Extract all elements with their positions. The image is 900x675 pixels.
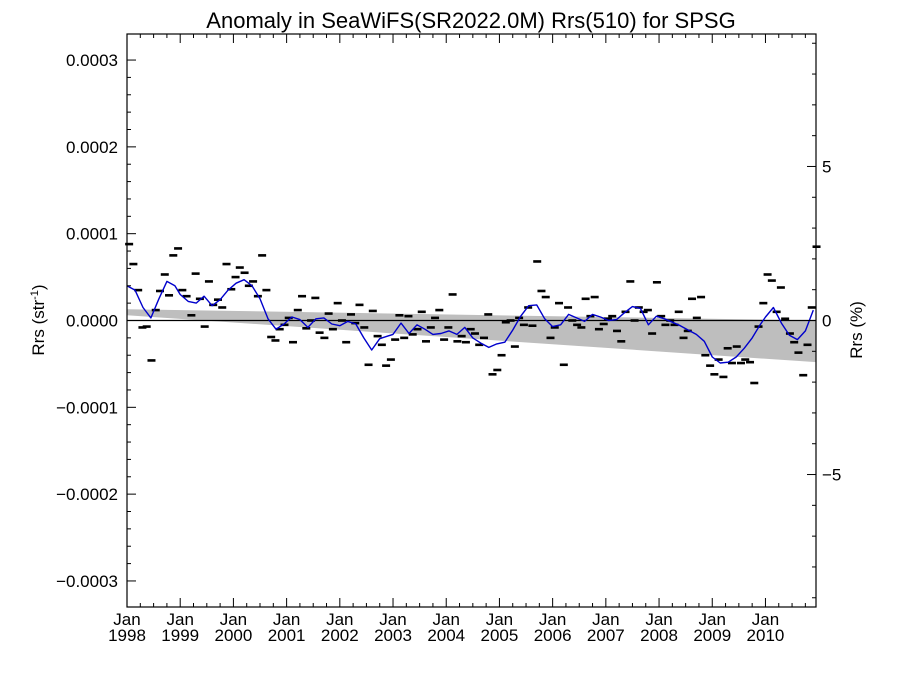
x-tick-year: 2010 bbox=[747, 626, 785, 645]
y-tick-label: −0.0003 bbox=[56, 572, 118, 591]
x-tick-month: Jan bbox=[220, 610, 247, 629]
y-tick-label: −0.0001 bbox=[56, 398, 118, 417]
x-tick-month: Jan bbox=[379, 610, 406, 629]
x-tick-year: 1998 bbox=[108, 626, 146, 645]
x-tick-month: Jan bbox=[752, 610, 779, 629]
x-tick-year: 2001 bbox=[268, 626, 306, 645]
y-axis-label-sup: -1 bbox=[29, 290, 41, 300]
x-tick-year: 2002 bbox=[321, 626, 359, 645]
x-tick-month: Jan bbox=[326, 610, 353, 629]
y-axis-label: Rrs (str-1) bbox=[29, 284, 48, 355]
x-tick-year: 2008 bbox=[640, 626, 678, 645]
x-tick-year: 1999 bbox=[161, 626, 199, 645]
x-tick-year: 2009 bbox=[693, 626, 731, 645]
running-mean-line bbox=[126, 279, 814, 364]
x-tick-month: Jan bbox=[486, 610, 513, 629]
x-tick-month: Jan bbox=[645, 610, 672, 629]
chart-title: Anomaly in SeaWiFS(SR2022.0M) Rrs(510) f… bbox=[206, 8, 735, 33]
x-tick-year: 2000 bbox=[214, 626, 252, 645]
x-tick-month: Jan bbox=[273, 610, 300, 629]
y2-tick-label: −5 bbox=[822, 466, 841, 485]
y-tick-label: 0.0002 bbox=[66, 138, 118, 157]
y-tick-label: 0.0003 bbox=[66, 51, 118, 70]
y2-tick-label: 0 bbox=[822, 312, 831, 331]
x-tick-month: Jan bbox=[166, 610, 193, 629]
y-tick-label: 0.0000 bbox=[66, 312, 118, 331]
x-tick-year: 2003 bbox=[374, 626, 412, 645]
x-tick-year: 2005 bbox=[481, 626, 519, 645]
y-tick-label: −0.0002 bbox=[56, 485, 118, 504]
y-axis-label-main: Rrs (str bbox=[29, 300, 48, 356]
x-tick-year: 2006 bbox=[534, 626, 572, 645]
x-tick-month: Jan bbox=[592, 610, 619, 629]
y2-axis-label: Rrs (%) bbox=[847, 301, 866, 359]
y-tick-label: 0.0001 bbox=[66, 225, 118, 244]
x-tick-month: Jan bbox=[433, 610, 460, 629]
y-axis-label-close: ) bbox=[29, 284, 48, 290]
x-tick-year: 2007 bbox=[587, 626, 625, 645]
x-tick-month: Jan bbox=[539, 610, 566, 629]
x-tick-month: Jan bbox=[113, 610, 140, 629]
y2-tick-label: 5 bbox=[822, 157, 831, 176]
x-tick-month: Jan bbox=[699, 610, 726, 629]
plot-area: 0.0003 0.0002 0.0001 0.0000 −0.0001 −0.0002 −0… bbox=[56, 33, 841, 645]
x-tick-year: 2004 bbox=[427, 626, 465, 645]
